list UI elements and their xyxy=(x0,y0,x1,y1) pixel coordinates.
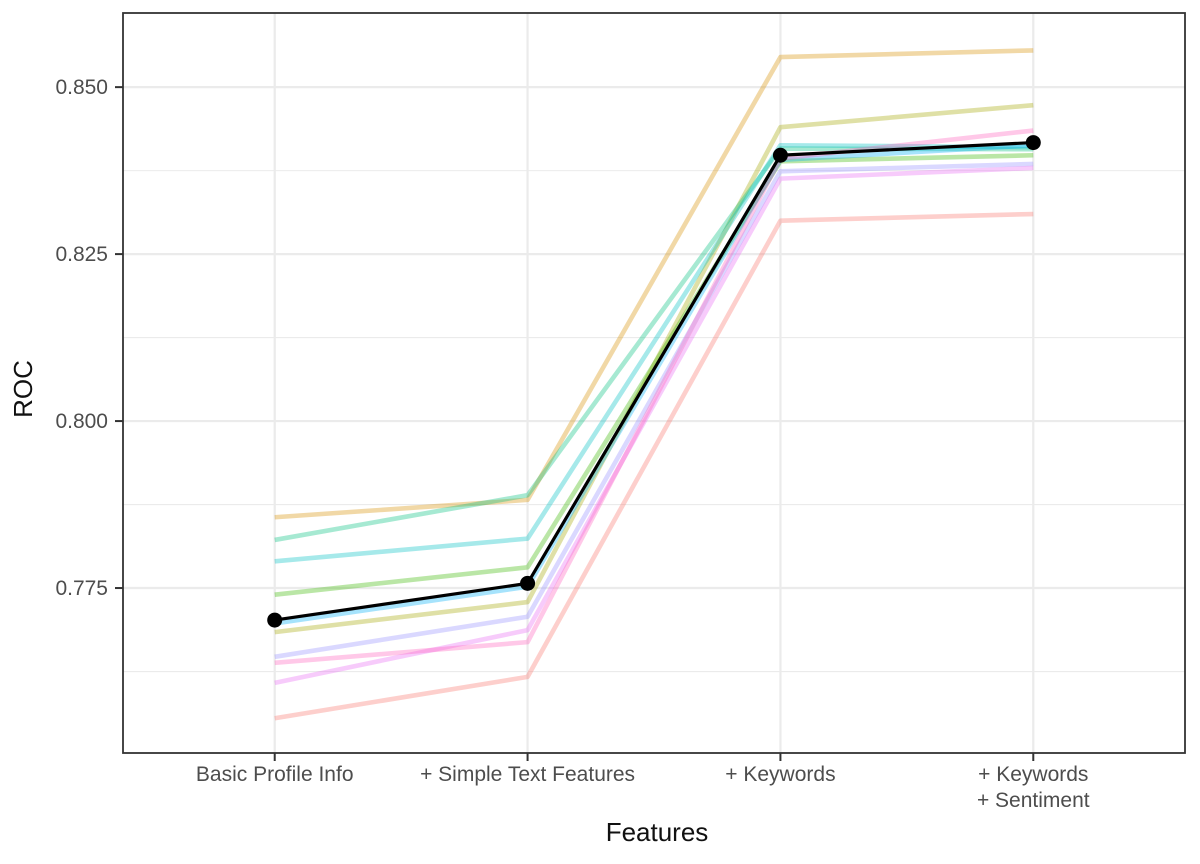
x-tick-label-line: + Keywords xyxy=(978,763,1088,786)
fold-green-line xyxy=(274,152,1034,598)
x-tick-label-line: + Sentiment xyxy=(977,789,1090,812)
x-tick-label-line: + Simple Text Features xyxy=(420,763,635,786)
y-tick-label: 0.800 xyxy=(55,410,108,433)
x-tick-label: + Keywords + Sentiment xyxy=(977,763,1090,812)
x-tick-label: + Simple Text Features xyxy=(420,763,635,786)
y-tick-label: 0.850 xyxy=(55,76,108,99)
mean-point xyxy=(1025,135,1041,151)
y-tick-label: 0.825 xyxy=(55,243,108,266)
mean-point xyxy=(520,575,536,591)
x-axis-title: Features xyxy=(606,817,709,847)
fold-teal-line xyxy=(274,142,1034,564)
panel-border xyxy=(122,12,1186,754)
mean-line xyxy=(274,140,1034,622)
fold-tan-line xyxy=(274,48,1034,520)
panel-background xyxy=(123,13,1185,753)
mean-point xyxy=(267,612,283,628)
x-tick-label: + Keywords xyxy=(725,763,835,786)
y-axis-title: ROC xyxy=(8,360,38,418)
x-tick-label: Basic Profile Info xyxy=(196,763,354,786)
fold-khaki-line xyxy=(274,102,1034,635)
x-tick-label-line: + Keywords xyxy=(725,763,835,786)
fold-periwinkle-line xyxy=(274,161,1034,660)
fold-pink-line xyxy=(274,128,1034,666)
fold-orchid-line xyxy=(274,165,1034,686)
x-tick-label-line: Basic Profile Info xyxy=(196,763,354,786)
fold-lightblue-line xyxy=(274,142,1034,626)
mean-point xyxy=(772,147,788,163)
y-tick-label: 0.775 xyxy=(55,577,108,600)
fold-salmon-line xyxy=(274,211,1034,721)
